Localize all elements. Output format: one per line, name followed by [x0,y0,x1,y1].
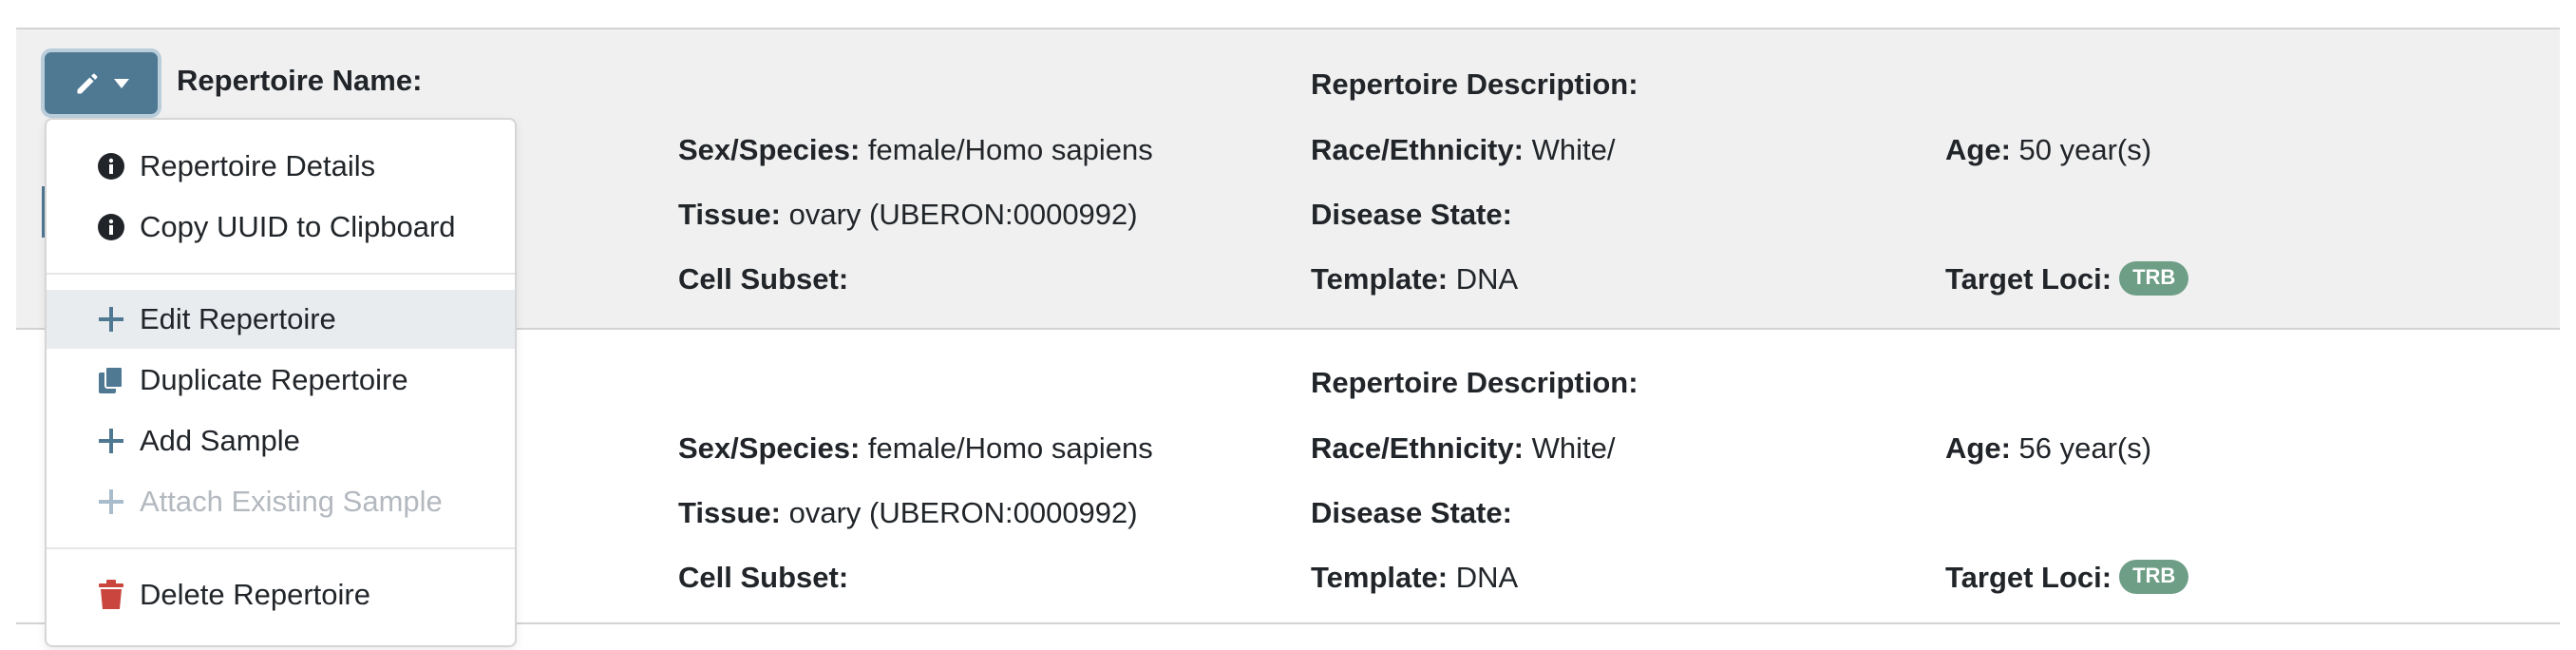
age: Age: 50 year(s) [1945,133,2152,166]
target-loci-badge: TRB [2119,559,2189,594]
menu-item-copy-uuid[interactable]: Copy UUID to Clipboard [47,198,515,257]
tissue: Tissue: ovary (UBERON:0000992) [678,496,1138,529]
repertoire-actions-menu: Repertoire Details Copy UUID to Clipboar… [45,118,517,647]
plus-icon [96,426,126,456]
caret-down-icon [113,78,129,88]
target-loci-badge: TRB [2119,260,2189,296]
menu-item-edit-repertoire[interactable]: Edit Repertoire [47,290,515,349]
menu-item-attach-existing-sample[interactable]: Attach Existing Sample [47,472,515,531]
pencil-icon [74,70,101,97]
age: Age: 56 year(s) [1945,431,2152,465]
cell-subset: Cell Subset: [678,262,849,296]
repertoire-description: Repertoire Description: [1311,366,1638,399]
menu-item-duplicate-repertoire[interactable]: Duplicate Repertoire [47,351,515,410]
tissue: Tissue: ovary (UBERON:0000992) [678,198,1138,231]
plus-icon [96,487,126,517]
template: Template: DNA [1311,262,1519,296]
template: Template: DNA [1311,561,1519,594]
info-circle-icon [96,212,126,242]
repertoire-actions-button[interactable] [45,52,158,114]
disease-state: Disease State: [1311,198,1512,231]
disease-state: Disease State: [1311,496,1512,529]
race-ethnicity: Race/Ethnicity: White/ [1311,133,1616,166]
target-loci: Target Loci: TRB [1945,260,2189,298]
race-ethnicity: Race/Ethnicity: White/ [1311,431,1616,465]
cell-subset: Cell Subset: [678,561,849,594]
menu-item-delete-repertoire[interactable]: Delete Repertoire [47,565,515,624]
menu-divider [47,547,515,549]
repertoire-description: Repertoire Description: [1311,67,1638,101]
info-circle-icon [96,151,126,182]
plus-icon [96,304,126,335]
row1-side-button [42,186,47,238]
menu-item-repertoire-details[interactable]: Repertoire Details [47,137,515,196]
menu-item-add-sample[interactable]: Add Sample [47,411,515,470]
repertoire-name: Repertoire Name: [177,64,423,97]
target-loci: Target Loci: TRB [1945,559,2189,597]
sex-species: Sex/Species: female/Homo sapiens [678,133,1153,166]
menu-divider [47,273,515,275]
trash-icon [96,580,126,610]
copy-icon [96,365,126,395]
sex-species: Sex/Species: female/Homo sapiens [678,431,1153,465]
